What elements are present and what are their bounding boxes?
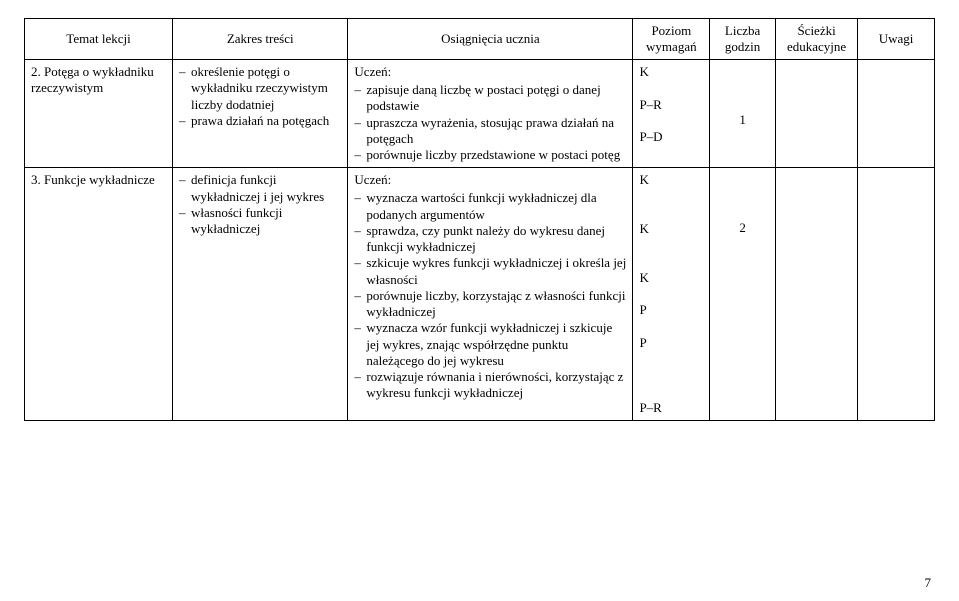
- level-value: P–D: [639, 129, 703, 145]
- achievement-item: rozwiązuje równania i nierówności, korzy…: [366, 369, 626, 402]
- achievement-item: upraszcza wyrażenia, stosując prawa dzia…: [366, 115, 626, 148]
- achievement-item: szkicuje wykres funkcji wykładniczej i o…: [366, 255, 626, 288]
- achievement-item: wyznacza wartości funkcji wykładniczej d…: [366, 190, 626, 223]
- cell-topic: 3. Funkcje wykładnicze: [25, 168, 173, 421]
- header-scope: Zakres treści: [173, 19, 348, 60]
- level-value: P–R: [639, 97, 703, 113]
- hours-value: 2: [716, 220, 769, 236]
- header-hours: Liczba godzin: [710, 19, 776, 60]
- scope-item: określenie potęgi o wykładniku rzeczywis…: [191, 64, 341, 113]
- cell-notes: [858, 168, 935, 421]
- cell-scope: określenie potęgi o wykładniku rzeczywis…: [173, 60, 348, 168]
- curriculum-table: Temat lekcji Zakres treści Osiągnięcia u…: [24, 18, 935, 421]
- achievements-lead: Uczeń:: [354, 172, 626, 188]
- achievement-item: wyznacza wzór funkcji wykładniczej i szk…: [366, 320, 626, 369]
- header-notes: Uwagi: [858, 19, 935, 60]
- level-value: P: [639, 335, 703, 351]
- level-value: P: [639, 302, 703, 318]
- scope-item: definicja funkcji wykładniczej i jej wyk…: [191, 172, 341, 205]
- achievement-item: porównuje liczby, korzystając z własnośc…: [366, 288, 626, 321]
- header-achievements: Osiągnięcia ucznia: [348, 19, 633, 60]
- cell-notes: [858, 60, 935, 168]
- header-topic: Temat lekcji: [25, 19, 173, 60]
- header-level: Poziom wymagań: [633, 19, 710, 60]
- cell-hours: 1: [710, 60, 776, 168]
- level-value: K: [639, 172, 703, 188]
- table-header-row: Temat lekcji Zakres treści Osiągnięcia u…: [25, 19, 935, 60]
- achievement-item: zapisuje daną liczbę w postaci potęgi o …: [366, 82, 626, 115]
- achievement-item: porównuje liczby przedstawione w postaci…: [366, 147, 626, 163]
- scope-item: prawa działań na potęgach: [191, 113, 341, 129]
- cell-levels: K K K P P P–R: [633, 168, 710, 421]
- table-row: 2. Potęga o wykładniku rzeczywistym okreś…: [25, 60, 935, 168]
- cell-achievements: Uczeń: zapisuje daną liczbę w postaci pot…: [348, 60, 633, 168]
- cell-topic: 2. Potęga o wykładniku rzeczywistym: [25, 60, 173, 168]
- table-row: 3. Funkcje wykładnicze definicja funkcji …: [25, 168, 935, 421]
- achievements-lead: Uczeń:: [354, 64, 626, 80]
- cell-paths: [775, 168, 857, 421]
- level-value: K: [639, 64, 703, 80]
- level-value: P–R: [639, 400, 703, 416]
- level-value: K: [639, 270, 703, 286]
- scope-item: własności funkcji wykładniczej: [191, 205, 341, 238]
- cell-levels: K P–R P–D: [633, 60, 710, 168]
- level-value: K: [639, 221, 703, 237]
- cell-scope: definicja funkcji wykładniczej i jej wyk…: [173, 168, 348, 421]
- cell-hours: 2: [710, 168, 776, 421]
- achievement-item: sprawdza, czy punkt należy do wykresu da…: [366, 223, 626, 256]
- cell-paths: [775, 60, 857, 168]
- header-paths: Ścieżki edukacyjne: [775, 19, 857, 60]
- page-number: 7: [925, 575, 932, 591]
- hours-value: 1: [716, 112, 769, 128]
- cell-achievements: Uczeń: wyznacza wartości funkcji wykładni…: [348, 168, 633, 421]
